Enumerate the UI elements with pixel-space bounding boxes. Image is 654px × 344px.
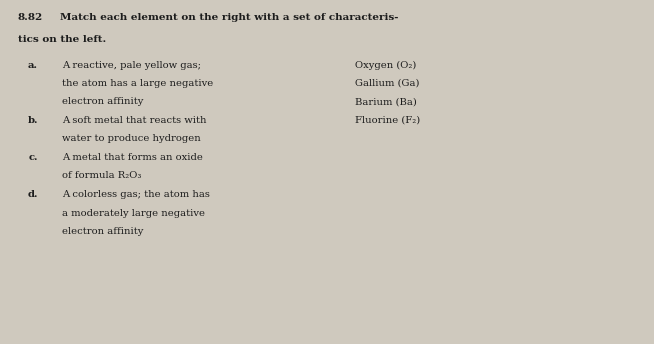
Text: A metal that forms an oxide: A metal that forms an oxide xyxy=(62,153,203,162)
Text: c.: c. xyxy=(29,153,38,162)
Text: the atom has a large negative: the atom has a large negative xyxy=(62,79,213,88)
Text: Barium (Ba): Barium (Ba) xyxy=(355,97,417,107)
Text: 8.82: 8.82 xyxy=(18,13,43,22)
Text: Match each element on the right with a set of characteris-: Match each element on the right with a s… xyxy=(60,13,398,22)
Text: tics on the left.: tics on the left. xyxy=(18,35,106,44)
Text: a.: a. xyxy=(28,61,38,69)
Text: A soft metal that reacts with: A soft metal that reacts with xyxy=(62,116,207,125)
Text: Fluorine (F₂): Fluorine (F₂) xyxy=(355,116,421,125)
Text: b.: b. xyxy=(27,116,38,125)
Text: d.: d. xyxy=(27,190,38,199)
Text: Gallium (Ga): Gallium (Ga) xyxy=(355,79,419,88)
Text: water to produce hydrogen: water to produce hydrogen xyxy=(62,135,201,143)
Text: A colorless gas; the atom has: A colorless gas; the atom has xyxy=(62,190,210,199)
Text: Oxygen (O₂): Oxygen (O₂) xyxy=(355,61,417,69)
Text: A reactive, pale yellow gas;: A reactive, pale yellow gas; xyxy=(62,61,201,69)
Text: electron affinity: electron affinity xyxy=(62,97,143,107)
Text: a moderately large negative: a moderately large negative xyxy=(62,208,205,217)
Text: of formula R₂O₃: of formula R₂O₃ xyxy=(62,172,141,181)
Text: electron affinity: electron affinity xyxy=(62,227,143,236)
